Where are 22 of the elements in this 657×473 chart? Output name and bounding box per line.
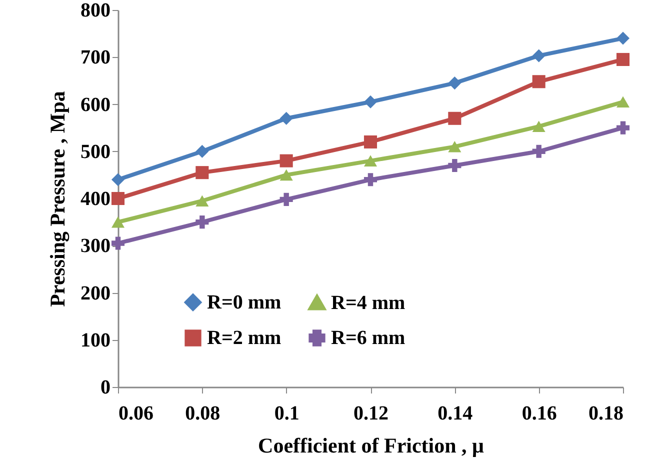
y-tick-label: 800 <box>80 0 110 22</box>
x-tick-label: 0.16 <box>522 402 557 424</box>
x-tick-label: 0.14 <box>438 402 473 424</box>
legend-label: R=2 mm <box>207 327 282 349</box>
legend-label: R=0 mm <box>207 291 282 314</box>
y-tick-label: 200 <box>80 282 110 304</box>
y-tick-label: 300 <box>80 235 110 258</box>
legend-label: R=6 mm <box>331 327 406 349</box>
x-axis-title: Coefficient of Friction , μ <box>258 434 484 458</box>
y-tick-label: 600 <box>80 94 110 116</box>
x-tick-label: 0.08 <box>185 402 220 424</box>
y-tick-label: 700 <box>80 46 110 69</box>
y-axis-title: Pressing Pressure , Mpa <box>46 90 70 307</box>
y-tick-label: 100 <box>80 329 110 352</box>
legend-label: R=4 mm <box>331 292 406 314</box>
x-tick-label: 0.12 <box>354 402 388 424</box>
x-tick-label: 0.06 <box>118 402 154 424</box>
y-tick-label: 0 <box>100 376 110 398</box>
y-tick-label: 500 <box>80 140 110 163</box>
y-tick-label: 400 <box>80 188 110 210</box>
x-tick-label: 0.1 <box>274 402 300 424</box>
x-tick-label: 0.18 <box>588 402 624 424</box>
